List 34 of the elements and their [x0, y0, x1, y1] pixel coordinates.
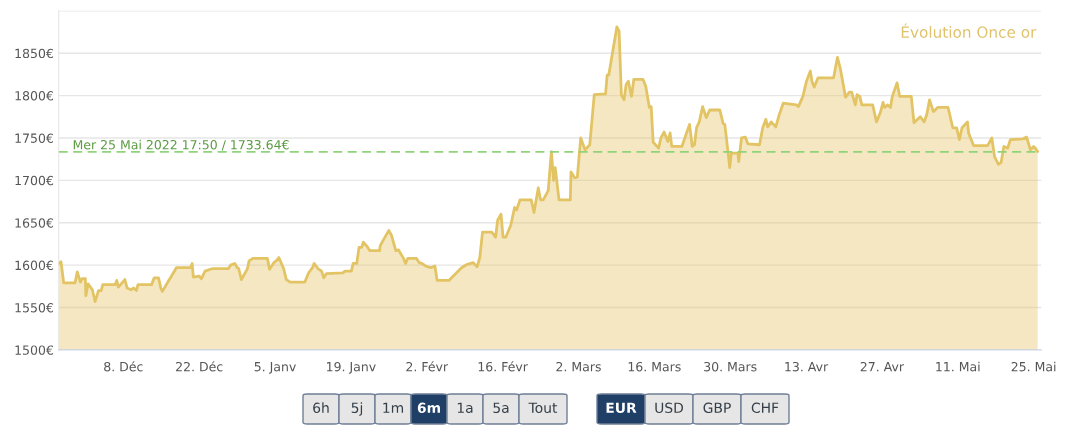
text: 5j: [351, 402, 363, 416]
y-tick-label: 1850€: [15, 48, 54, 59]
ref-line-label: Mer 25 Mai 2022 17:50 / 1733.64€: [73, 139, 289, 151]
text: EUR: [606, 402, 637, 414]
x-tick-label: 11. Mai: [936, 361, 980, 372]
x-tick-label: 8. Déc: [104, 361, 143, 372]
y-tick-label: 1600€: [15, 260, 54, 271]
x-tick-label: 19. Janv: [327, 361, 376, 374]
text: 6h: [313, 402, 329, 414]
text: USD: [655, 402, 684, 414]
y-tick-label: 1650€: [15, 218, 54, 228]
y-tick-label: 1750€: [15, 133, 54, 143]
x-tick-label: 30. Mars: [704, 361, 757, 372]
y-tick-label: 1800€: [15, 91, 54, 101]
x-tick-label: 25. Mai: [1011, 361, 1056, 372]
text: 5a: [493, 402, 509, 414]
text: Tout: [528, 402, 558, 414]
x-tick-label: 27. Avr: [860, 361, 905, 372]
x-tick-label: 16. Févr: [478, 361, 528, 372]
x-tick-label: 13. Avr: [785, 361, 829, 372]
text: CHF: [751, 402, 779, 414]
x-tick-label: 22. Déc: [176, 361, 223, 372]
text: GBP: [703, 402, 731, 414]
y-tick-label: 1700€: [15, 175, 54, 186]
y-tick-label: 1550€: [15, 303, 54, 313]
x-tick-label: 2. Févr: [406, 361, 449, 372]
x-tick-label: 16. Mars: [628, 361, 681, 372]
text: 1a: [457, 402, 473, 414]
x-tick-label: 5. Janv: [254, 362, 296, 374]
y-tick-label: 1500€: [15, 345, 54, 355]
text: 1m: [383, 402, 403, 413]
text: Évolution Once or: [901, 23, 1037, 38]
text: 6m: [417, 402, 440, 414]
x-tick-label: 2. Mars: [556, 361, 601, 372]
